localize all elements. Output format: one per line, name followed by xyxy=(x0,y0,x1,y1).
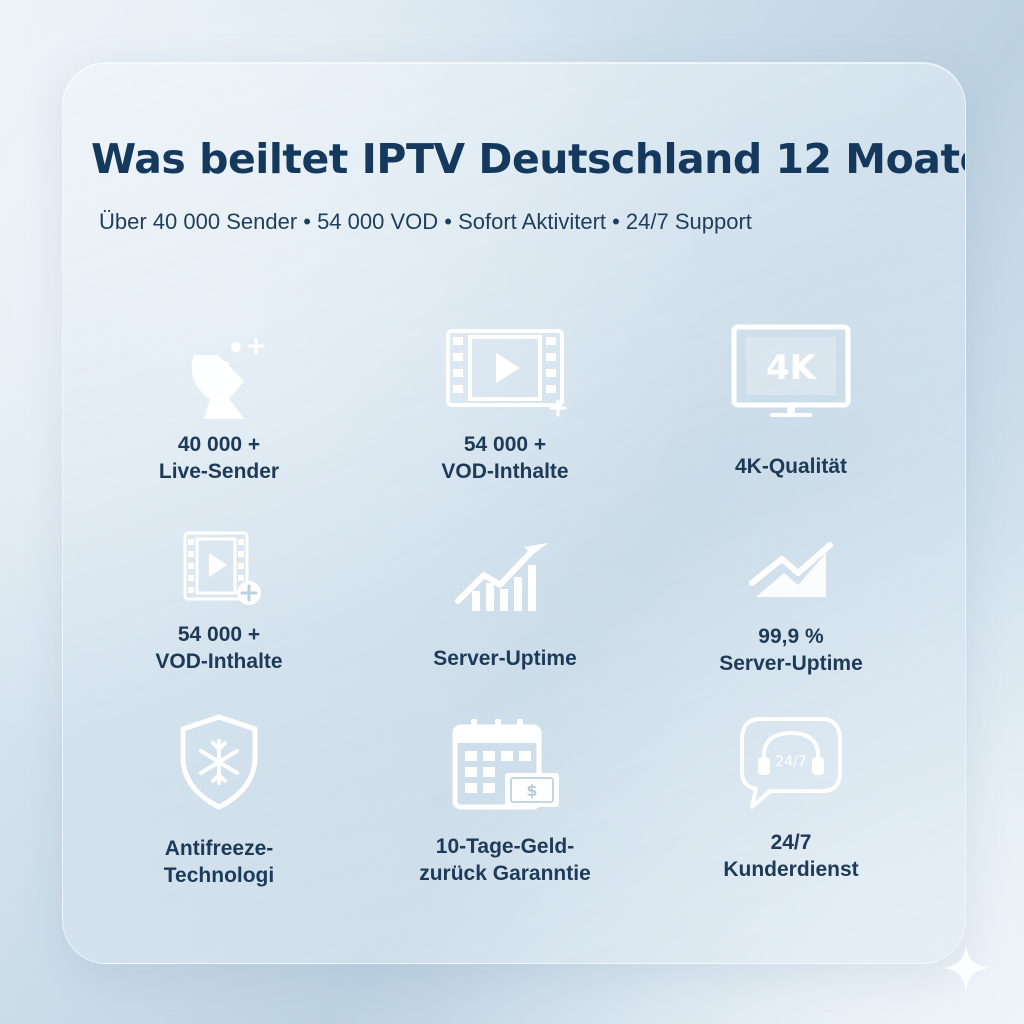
sparkle-icon xyxy=(942,944,990,992)
feature-label: 10-Tage-Geld- xyxy=(435,835,575,858)
feature-label: VOD-Inthalte xyxy=(155,650,283,673)
feature-uptime-percent: 99,9 % Server-Uptime xyxy=(656,541,926,677)
feature-label: VOD-Inthalte xyxy=(441,460,569,483)
page-title: Was beiltet IPTV Deutschland 12 Moate xyxy=(91,135,966,183)
feature-vod-content: 54 000 + VOD-Inthalte xyxy=(370,323,640,485)
feature-label: Kunderdienst xyxy=(723,858,859,881)
feature-label: Antifreeze- xyxy=(164,837,274,860)
trend-chart-icon xyxy=(749,542,833,597)
feature-antifreeze: Antifreeze- Technologi xyxy=(84,711,354,889)
feature-vod-content-2: 54 000 + VOD-Inthalte xyxy=(84,529,354,675)
feature-label: Server-Uptime xyxy=(433,647,577,670)
feature-value: 99,9 % xyxy=(758,625,824,648)
feature-server-uptime: Server-Uptime xyxy=(370,539,640,672)
snowflake-icon xyxy=(199,739,239,785)
feature-value: 54 000 + xyxy=(463,433,547,456)
satellite-dish-icon xyxy=(191,337,265,419)
4k-badge: 4K xyxy=(766,348,818,388)
feature-label: Server-Uptime xyxy=(719,652,863,675)
feature-value: 54 000 + xyxy=(177,623,261,646)
feature-label: 4K-Qualität xyxy=(734,455,847,478)
feature-money-back: $ 10-Tage-Geld- zurück Garanntie xyxy=(370,715,640,887)
feature-label: Live-Sender xyxy=(158,460,280,483)
snowflake-shield-icon xyxy=(180,714,258,810)
feature-label: zurück Garanntie xyxy=(419,862,591,885)
calendar-money-icon: $ xyxy=(452,719,559,810)
feature-customer-service: 24/7 24/7 Kunderdienst xyxy=(656,713,926,883)
headset-chat-icon: 24/7 xyxy=(740,717,842,809)
growth-chart-icon xyxy=(455,543,548,611)
feature-value: 24/7 xyxy=(770,831,812,854)
dollar-sign: $ xyxy=(526,781,537,800)
film-add-icon xyxy=(183,531,261,605)
feature-value: 40 000 + xyxy=(177,433,261,456)
24-7-badge: 24/7 xyxy=(775,754,806,770)
4k-monitor-icon: 4K xyxy=(731,324,851,417)
page-subtitle: Über 40 000 Sender • 54 000 VOD • Sofort… xyxy=(99,209,752,234)
feature-live-channels: 40 000 + Live-Sender xyxy=(84,325,354,485)
feature-4k-quality: 4K 4K-Qualität xyxy=(656,323,926,480)
film-strip-play-icon xyxy=(446,329,567,417)
feature-card: Was beiltet IPTV Deutschland 12 Moate Üb… xyxy=(62,62,966,964)
feature-label: Technologi xyxy=(163,864,275,887)
